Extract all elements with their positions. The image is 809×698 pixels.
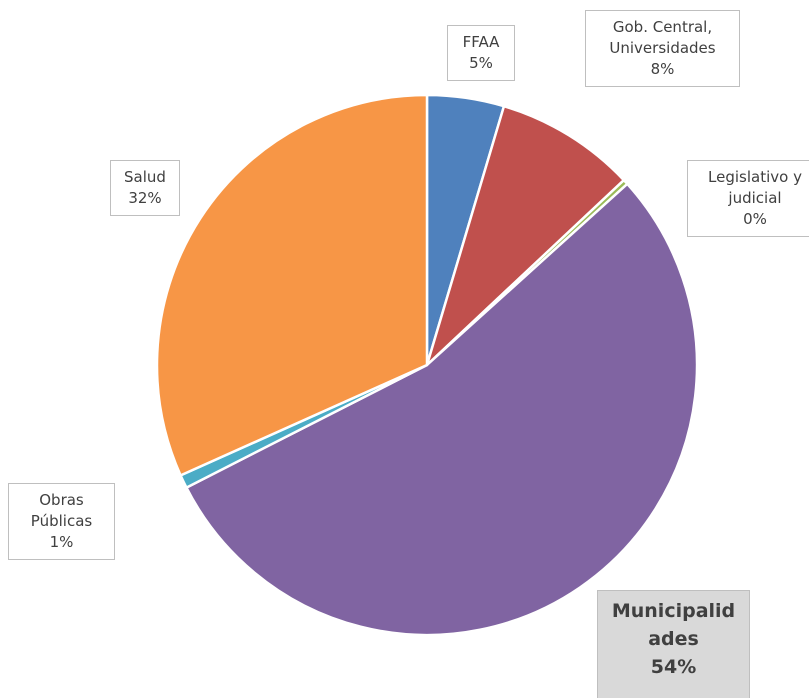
data-label: FFAA 5% [447,25,515,81]
pie-slice [155,93,429,477]
label-name: Salud [124,168,166,186]
label-value: 32% [128,189,162,207]
pie-slice [185,182,699,637]
label-name: Gob. Central, Universidades [609,18,716,57]
data-label: Municipalidades 54% [597,590,750,698]
label-value: 5% [469,54,493,72]
label-value: 1% [49,533,74,551]
data-label: Gob. Central, Universidades 8% [585,10,740,87]
label-value: 54% [650,656,697,678]
label-name: Obras Públicas [30,491,93,530]
label-name: Municipalidades [611,600,736,650]
data-label: Salud 32% [110,160,180,216]
label-name: FFAA [462,33,500,51]
label-name: Legislativo y judicial [708,168,802,207]
label-value: 0% [743,210,767,228]
data-label: Legislativo y judicial 0% [687,160,809,237]
label-value: 8% [650,60,675,78]
pie-slice [425,104,626,367]
data-label: Obras Públicas 1% [8,483,115,560]
